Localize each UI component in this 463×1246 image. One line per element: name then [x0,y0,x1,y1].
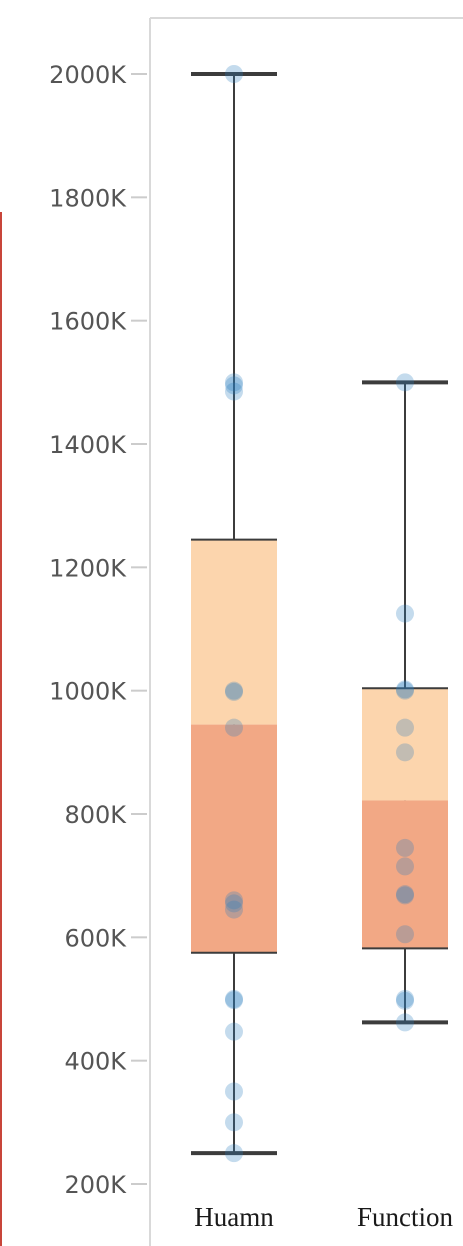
box-huamn [191,72,277,1156]
data-point [225,681,243,700]
data-points [225,65,414,1163]
y-tick-label: 600K [64,924,127,952]
data-point [396,743,414,762]
data-point [225,718,243,737]
y-tick-label: 1400K [49,431,127,459]
data-point [396,604,414,623]
data-point [396,885,414,904]
data-point [225,891,243,910]
y-axis: 200K 400K 600K 800K 1000K 1200K 1400K 1600K 1800… [49,61,147,1199]
data-point [225,376,243,395]
data-point [225,682,243,701]
data-point [225,1113,243,1132]
data-point [225,900,243,919]
data-point [225,1022,243,1041]
box-upper-half [191,539,277,725]
y-tick-label: 1800K [49,184,127,212]
y-tick-label: 1600K [49,308,127,336]
y-tick-label: 2000K [49,61,127,89]
boxes [191,72,448,1156]
data-point [396,373,414,392]
data-point [396,680,414,699]
box-lower-half [362,800,448,949]
y-tick-label: 800K [64,801,127,829]
data-point [396,681,414,700]
data-point [225,1082,243,1101]
data-point [396,718,414,737]
y-tick-label: 1000K [49,678,127,706]
data-point [396,991,414,1010]
data-point [225,894,243,913]
data-point [225,65,243,83]
data-point [396,1013,414,1032]
category-label: Function [357,1202,454,1232]
category-label: Huamn [194,1202,274,1232]
y-tick-label: 400K [64,1048,127,1076]
data-point [396,857,414,876]
y-tick-label: 200K [64,1171,127,1199]
data-point [225,991,243,1010]
box-lower-half [191,724,277,953]
data-point [225,382,243,401]
box-function [362,380,448,1025]
data-point [225,373,243,392]
data-point [396,925,414,944]
data-point [396,838,414,857]
data-point [396,886,414,905]
x-axis: Huamn Function [194,1202,453,1232]
box-upper-half [362,688,448,801]
y-tick-label: 1200K [49,554,127,582]
data-point [225,1144,243,1163]
data-point [396,990,414,1008]
data-point [225,990,243,1008]
